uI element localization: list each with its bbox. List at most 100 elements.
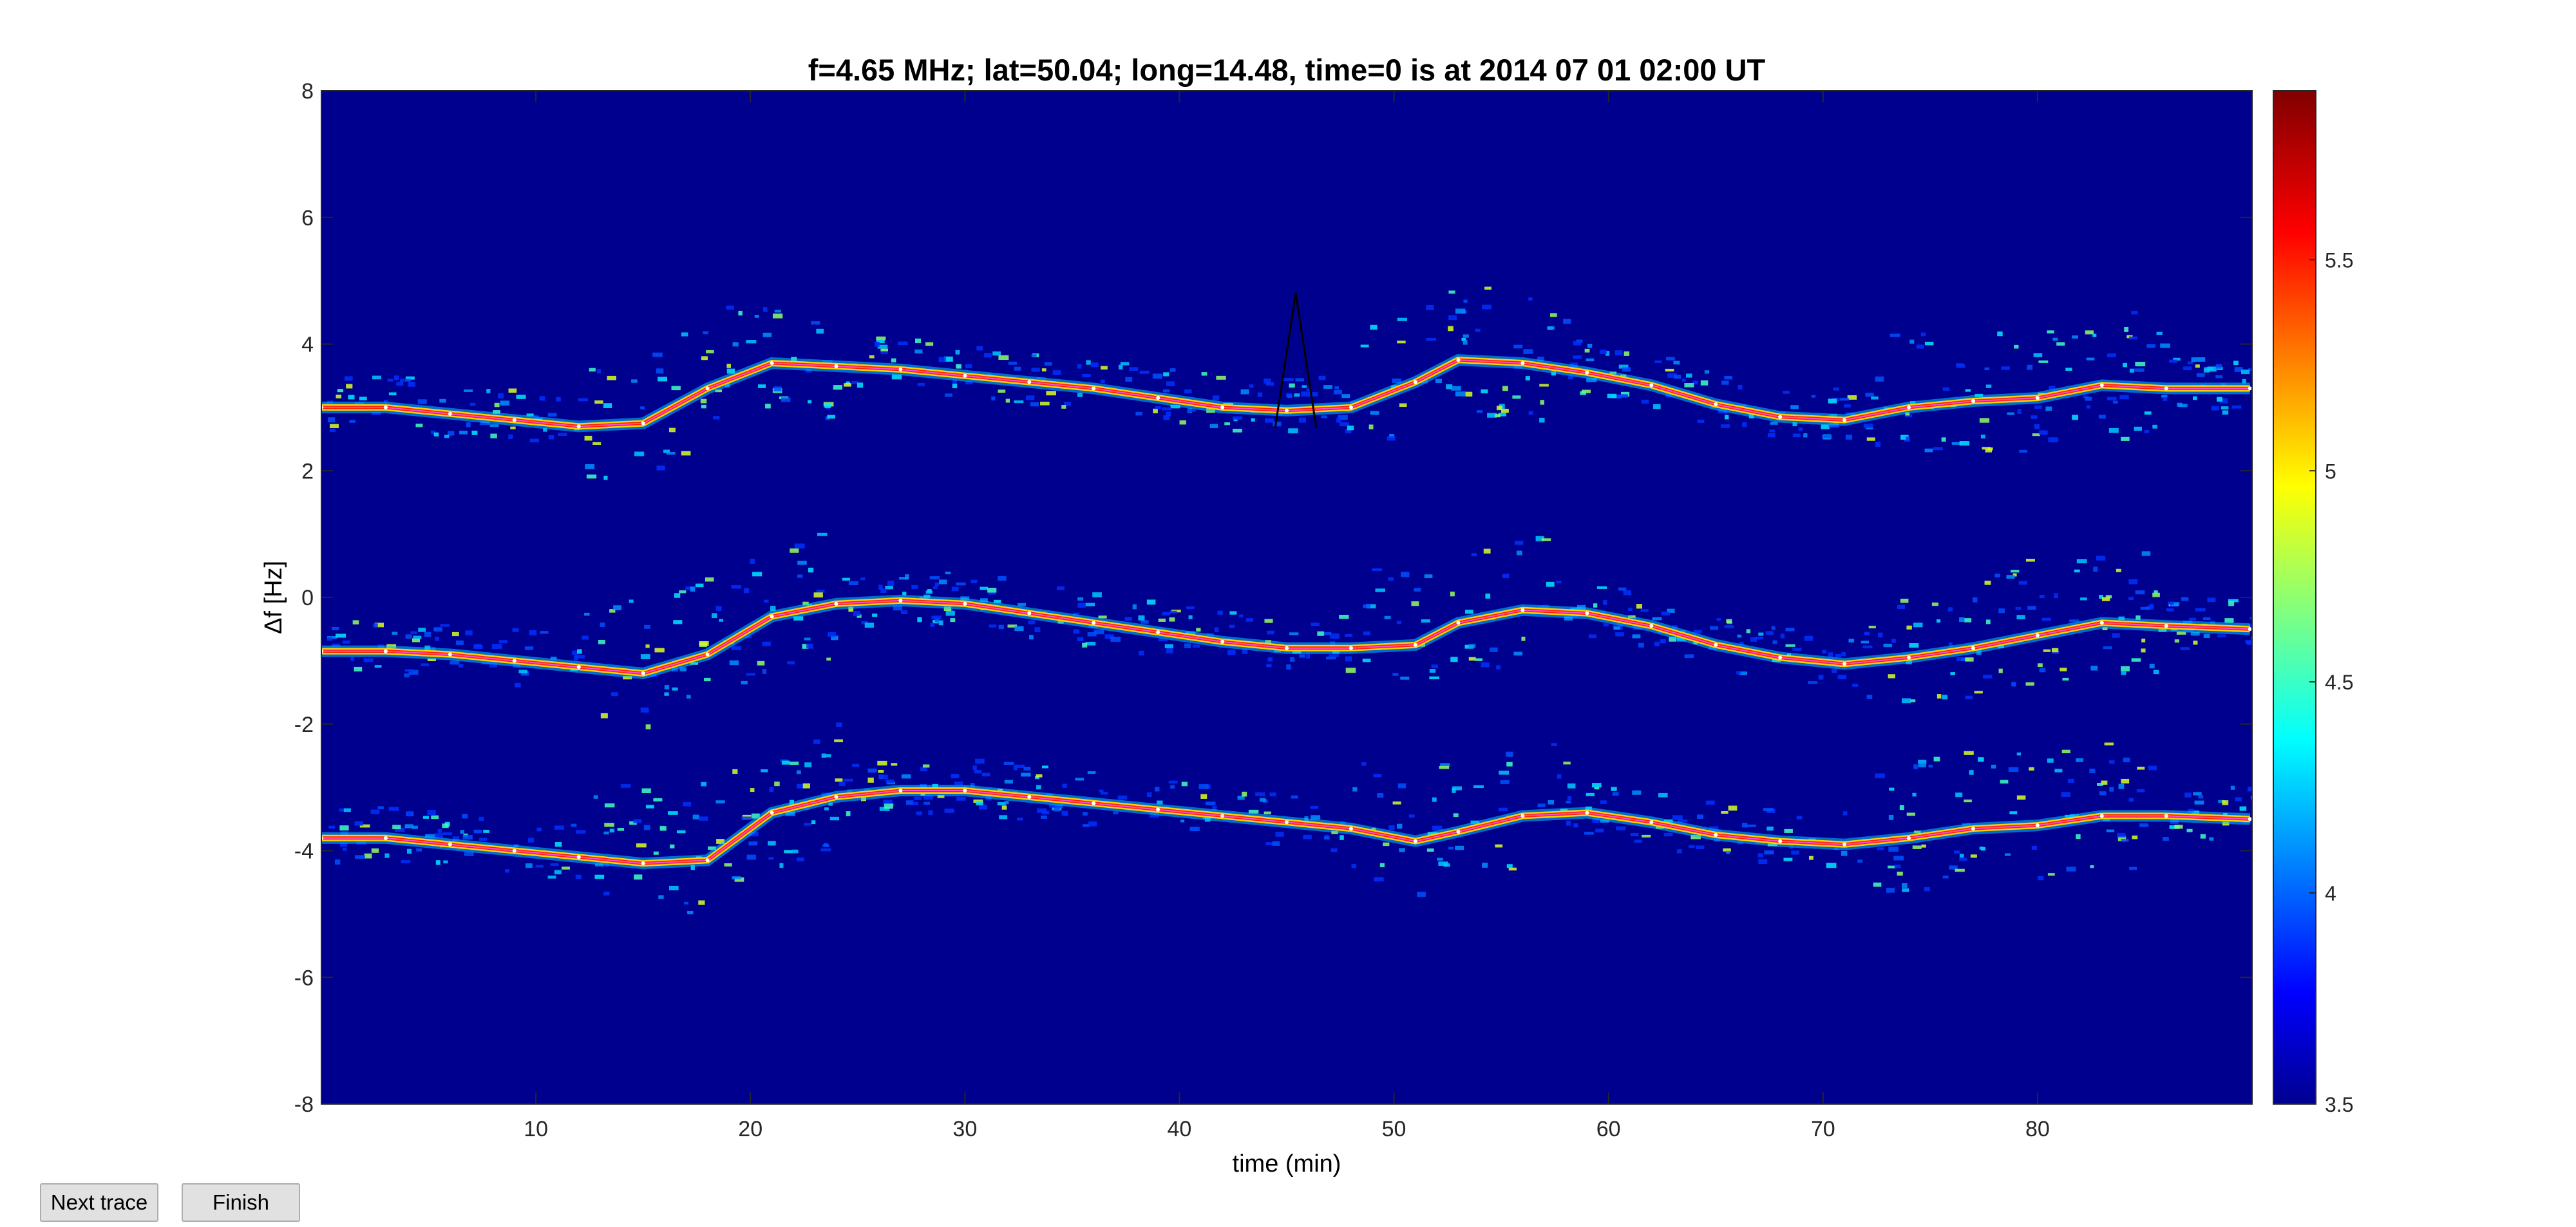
noise-speck [1970, 854, 1977, 858]
noise-speck [1613, 626, 1620, 630]
colorbar-tick-label: 5.5 [2325, 248, 2353, 272]
noise-speck [791, 849, 799, 854]
noise-speck [593, 795, 598, 799]
trace-point-3 [1520, 814, 1525, 818]
noise-speck [1624, 351, 1630, 356]
noise-speck [1852, 684, 1859, 687]
noise-speck [976, 346, 983, 351]
trace-point-3 [512, 848, 516, 853]
noise-speck [1336, 417, 1341, 423]
noise-speck [1673, 361, 1680, 365]
noise-speck [1924, 448, 1933, 453]
noise-speck [1370, 324, 1378, 330]
noise-speck [2176, 631, 2186, 635]
noise-speck [659, 826, 667, 831]
noise-speck [640, 707, 649, 713]
x-tick-label: 20 [738, 1117, 762, 1141]
noise-speck [451, 632, 459, 637]
noise-speck [1959, 857, 1967, 861]
noise-speck [405, 376, 415, 380]
noise-speck [729, 660, 739, 666]
noise-speck [2195, 608, 2206, 612]
noise-speck [1866, 695, 1873, 699]
noise-speck [972, 765, 977, 771]
noise-speck [686, 695, 691, 699]
noise-speck [2001, 366, 2011, 370]
noise-speck [2163, 837, 2169, 841]
trace-point-1 [641, 421, 645, 426]
noise-speck [1790, 405, 1799, 409]
noise-speck [611, 692, 618, 697]
noise-speck [1461, 337, 1466, 341]
noise-speck [1616, 826, 1626, 830]
noise-speck [901, 774, 911, 779]
noise-speck [329, 424, 339, 429]
noise-speck [328, 825, 336, 829]
noise-speck [1766, 826, 1774, 831]
noise-speck [925, 590, 933, 594]
noise-speck [1888, 674, 1896, 679]
trace-point-2 [383, 649, 388, 653]
noise-speck [535, 865, 544, 868]
noise-speck [408, 381, 415, 387]
noise-speck [575, 874, 582, 879]
noise-speck [1758, 859, 1768, 865]
y-axis-label: Δf [Hz] [260, 561, 287, 634]
noise-speck [860, 577, 866, 581]
trace-point-1 [576, 424, 581, 429]
trace-point-1 [1842, 418, 1847, 422]
trace-point-3 [383, 836, 388, 840]
noise-speck [808, 400, 812, 404]
noise-speck [1978, 757, 1984, 762]
trace-point-2 [512, 659, 516, 663]
noise-speck [439, 398, 446, 403]
noise-speck [392, 632, 398, 635]
noise-speck [1654, 641, 1660, 647]
finish-button[interactable]: Finish [182, 1183, 300, 1222]
noise-speck [1875, 376, 1884, 382]
noise-speck [1088, 821, 1097, 827]
trace-point-2 [963, 601, 967, 606]
colorbar-tick-label: 4.5 [2325, 671, 2353, 694]
noise-speck [388, 392, 397, 396]
noise-speck [613, 605, 621, 610]
noise-speck [433, 432, 439, 436]
noise-speck [1455, 308, 1466, 314]
noise-speck [2109, 787, 2114, 792]
noise-speck [1317, 631, 1324, 636]
noise-speck [1028, 635, 1034, 640]
noise-speck [443, 860, 448, 864]
noise-speck [1388, 577, 1394, 581]
noise-speck [2129, 866, 2137, 870]
noise-speck [1792, 433, 1801, 438]
noise-speck [826, 657, 831, 661]
noise-speck [607, 375, 616, 380]
noise-speck [1603, 623, 1609, 626]
noise-speck [670, 844, 675, 848]
x-axis: 10 20 30 40 50 60 70 80 [524, 91, 2050, 1141]
noise-speck [1184, 389, 1192, 394]
noise-speck [987, 588, 997, 593]
noise-speck [732, 769, 738, 774]
noise-speck [1468, 644, 1476, 648]
noise-speck [699, 641, 709, 646]
noise-speck [741, 816, 752, 820]
noise-speck [498, 640, 508, 644]
noise-speck [1008, 361, 1017, 365]
noise-speck [842, 577, 850, 581]
noise-speck [2101, 597, 2110, 601]
noise-speck [2144, 430, 2150, 433]
noise-speck [2194, 800, 2204, 805]
noise-speck [629, 599, 634, 603]
noise-speck [1021, 773, 1031, 777]
noise-speck [1452, 786, 1462, 791]
noise-speck [1345, 656, 1352, 662]
noise-speck [2196, 373, 2205, 377]
noise-speck [857, 382, 864, 388]
noise-speck [829, 816, 840, 821]
noise-speck [1982, 447, 1991, 450]
noise-speck [1837, 675, 1847, 680]
noise-speck [539, 396, 545, 401]
next-trace-button[interactable]: Next trace [40, 1183, 158, 1222]
noise-speck [1875, 773, 1885, 778]
